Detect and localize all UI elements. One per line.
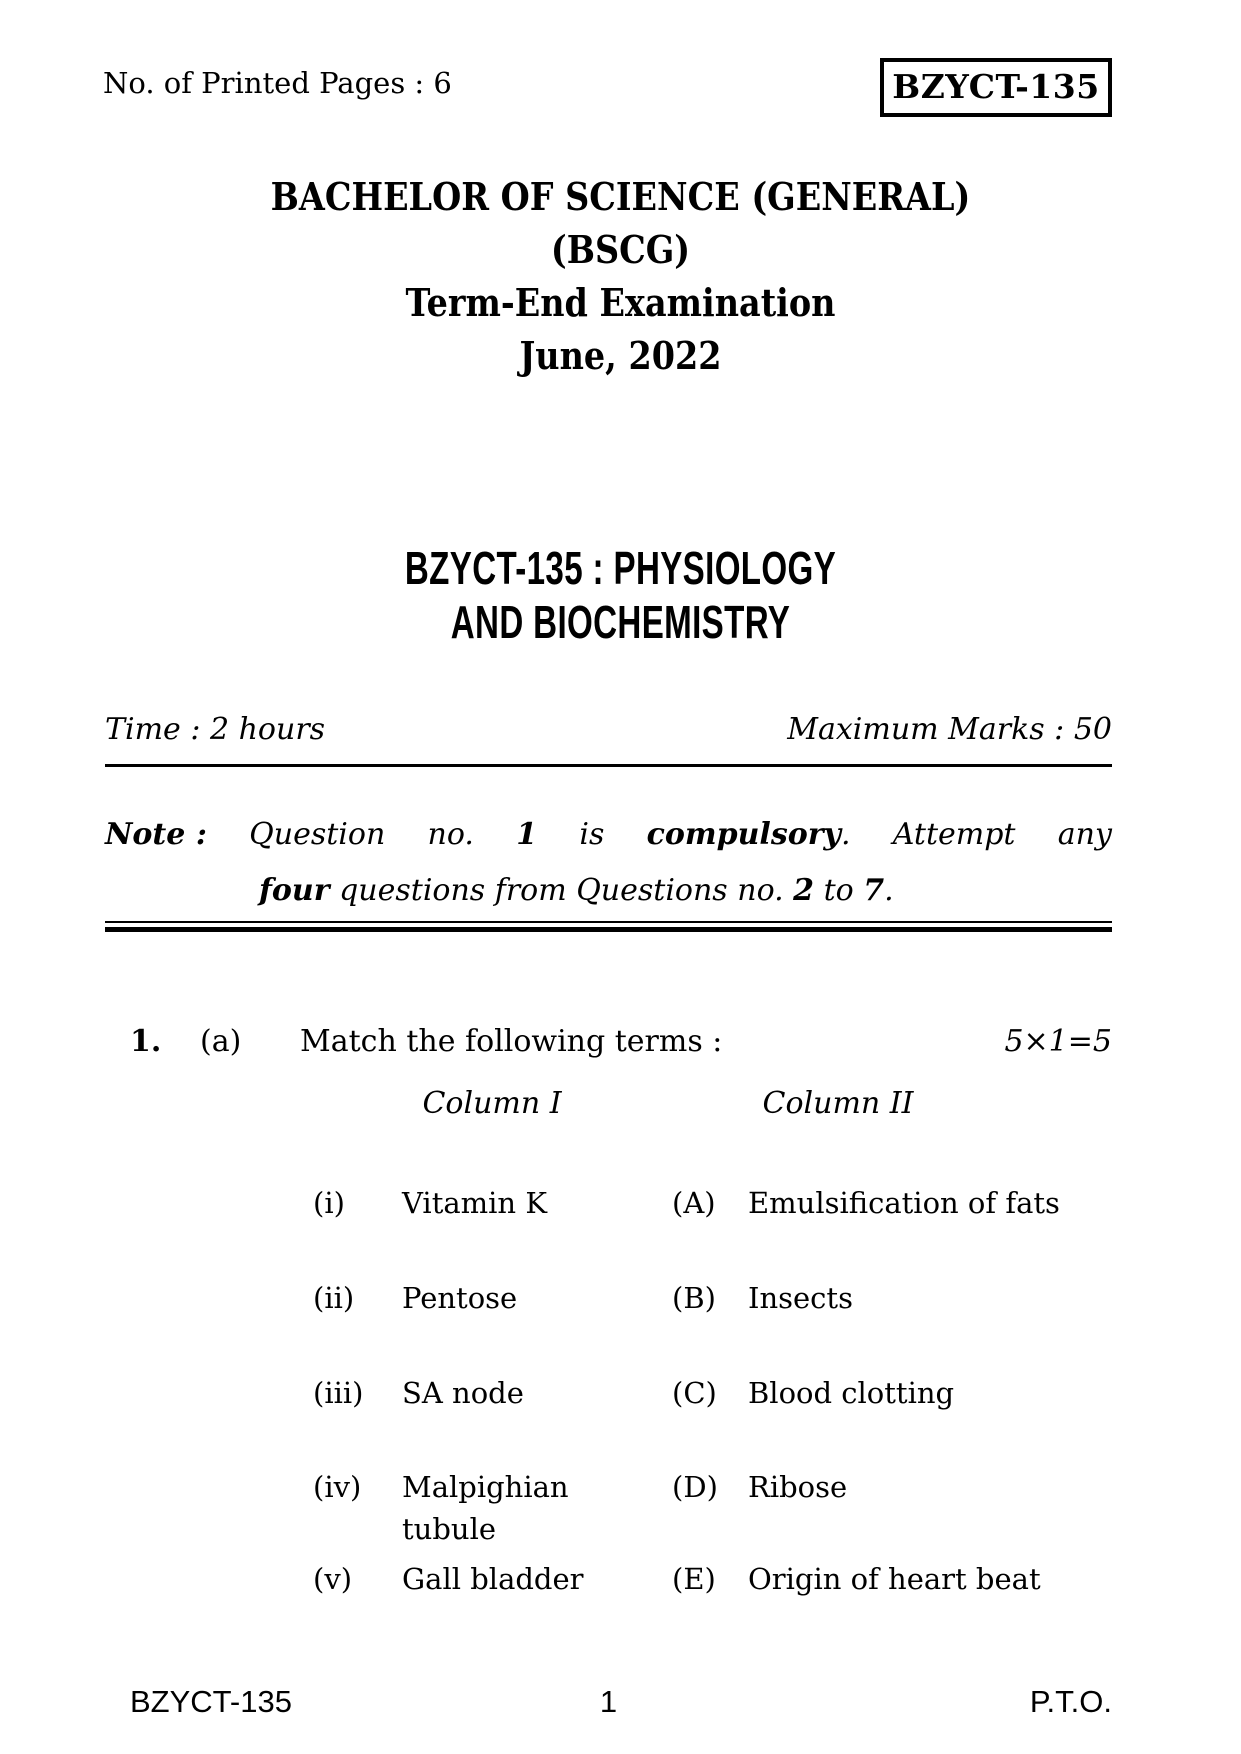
match-roman-numeral: (i): [313, 1186, 345, 1220]
match-description: Blood clotting: [748, 1376, 955, 1410]
printed-pages-label: No. of Printed Pages : 6: [103, 66, 452, 100]
match-roman-numeral: (iv): [313, 1470, 362, 1504]
match-letter: (D): [672, 1470, 718, 1504]
title-line-3: Term-End Examination: [405, 280, 836, 325]
subject-line-2: AND BIOCHEMISTRY: [450, 596, 791, 648]
note-word-bold: four: [259, 873, 330, 908]
horizontal-rule: [105, 764, 1112, 767]
title-block: BACHELOR OF SCIENCE (GENERAL) (BSCG) Ter…: [74, 170, 1166, 382]
match-letter: (A): [672, 1186, 716, 1220]
note-word: no.: [427, 817, 474, 852]
column-1-header: Column I: [422, 1086, 562, 1121]
match-term: SA node: [402, 1376, 524, 1410]
footer-page-number: 1: [599, 1684, 618, 1719]
title-line-4: June, 2022: [519, 333, 722, 378]
match-description: Insects: [748, 1281, 853, 1315]
note-word: Attempt: [892, 817, 1016, 852]
column-2-header: Column II: [762, 1086, 914, 1121]
title-line-1: BACHELOR OF SCIENCE (GENERAL): [270, 174, 971, 219]
page-footer: BZYCT-135 1 P.T.O.: [105, 1684, 1112, 1724]
question-marks: 5×1=5: [1004, 1024, 1112, 1059]
note-word-bold: compulsory: [646, 817, 841, 852]
note-label: Note :: [105, 817, 207, 852]
subject-heading: BZYCT-135 : PHYSIOLOGY AND BIOCHEMISTRY: [174, 541, 1068, 649]
footer-paper-code: BZYCT-135: [130, 1684, 292, 1719]
subject-line-1: BZYCT-135 : PHYSIOLOGY: [404, 542, 837, 594]
match-letter: (C): [672, 1376, 717, 1410]
double-horizontal-rule: [105, 921, 1112, 932]
note-line-1: Note : Question no. 1 is compulsory. Att…: [105, 816, 1112, 854]
title-line-2: (BSCG): [550, 227, 691, 272]
match-term: Gall bladder: [402, 1562, 584, 1596]
note-word: questions from Questions no.: [329, 873, 794, 908]
note-word: .: [840, 817, 851, 852]
footer-pto-label: P.T.O.: [1029, 1684, 1112, 1719]
note-word-bold: 2: [793, 873, 815, 908]
note-word: any: [1057, 817, 1112, 852]
note-word: is: [579, 817, 605, 852]
question-text: Match the following terms :: [300, 1024, 723, 1059]
note-word-group: compulsory.: [647, 816, 851, 854]
match-description: Origin of heart beat: [748, 1562, 1041, 1596]
match-term: Malpighian tubule: [402, 1470, 569, 1546]
match-description: Ribose: [748, 1470, 848, 1504]
note-word: .: [884, 873, 894, 908]
note-word-bold: 1: [516, 817, 538, 852]
match-term: Vitamin K: [402, 1186, 547, 1220]
match-roman-numeral: (iii): [313, 1376, 364, 1410]
question-part-label: (a): [200, 1024, 242, 1059]
time-allowed: Time : 2 hours: [105, 712, 326, 747]
note-word: to: [814, 873, 864, 908]
note-word-bold: 7: [863, 873, 885, 908]
match-column-headers: Column I Column II: [0, 1086, 1241, 1126]
match-letter: (E): [672, 1562, 716, 1596]
match-term: Pentose: [402, 1281, 518, 1315]
match-letter: (B): [672, 1281, 716, 1315]
question-1a-row: 1. (a) Match the following terms : 5×1=5: [0, 1024, 1241, 1064]
match-roman-numeral: (v): [313, 1562, 353, 1596]
note-line-2: four questions from Questions no. 2 to 7…: [259, 872, 894, 910]
time-marks-row: Time : 2 hours Maximum Marks : 50: [105, 712, 1112, 747]
paper-code-box: BZYCT-135: [880, 58, 1112, 117]
question-number: 1.: [130, 1024, 162, 1059]
maximum-marks: Maximum Marks : 50: [787, 712, 1112, 747]
match-roman-numeral: (ii): [313, 1281, 355, 1315]
match-description: Emulsification of fats: [748, 1186, 1060, 1220]
note-word: Question: [249, 817, 386, 852]
